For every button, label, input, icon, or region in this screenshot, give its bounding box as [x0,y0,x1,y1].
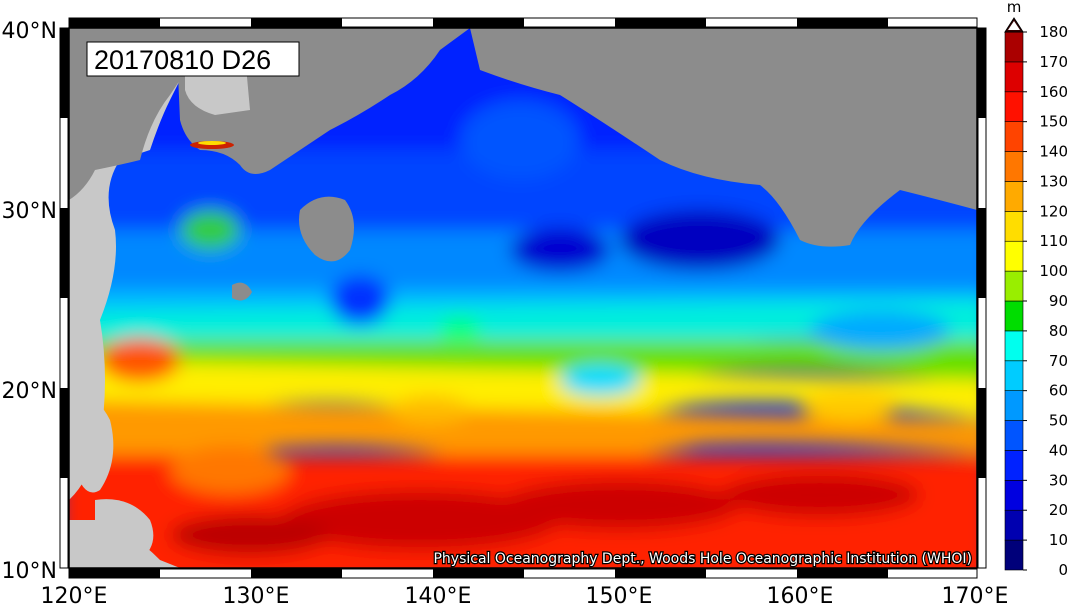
lon-tick-130e: 130°E [223,584,290,606]
colorbar-swatch [1004,151,1024,182]
colorbar-unit: m [1007,0,1022,16]
lat-tick-20n: 20°N [2,379,57,404]
depth-field [69,28,977,568]
colorbar-tick-label: 100 [1039,262,1068,280]
colorbar-tick-label: 150 [1039,113,1068,131]
colorbar-tick-label: 0 [1058,561,1068,579]
colorbar-swatch [1004,390,1024,421]
colorbar-tick-label: 140 [1039,143,1068,161]
colorbar-swatch [1004,91,1024,122]
lat-ticks: 10°N 20°N 30°N 40°N [2,19,57,584]
colorbar-swatch [1004,61,1024,93]
colorbar-tick-label: 40 [1049,441,1068,459]
lon-tick-150e: 150°E [586,584,653,606]
colorbar-tick-label: 10 [1049,531,1068,549]
colorbar: m 0 10 20 30 40 50 60 70 80 90 100 110 120 130 140 150 1… [1004,0,1068,579]
colorbar-overflow-inner [1008,21,1020,30]
colorbar-tick-label: 130 [1039,172,1068,190]
colorbar-tick-label: 160 [1039,83,1068,101]
colorbar-swatch [1004,360,1024,391]
colorbar-swatch [1004,509,1024,541]
colorbar-swatch [1004,450,1024,481]
colorbar-tick-label: 70 [1049,352,1068,370]
lon-tick-120e: 120°E [41,584,108,606]
lon-ticks: 120°E 130°E 140°E 150°E 160°E 170°E [41,584,1009,606]
map-frame [59,17,987,579]
credit-text: Physical Oceanography Dept., Woods Hole … [433,551,972,567]
lon-tick-170e: 170°E [942,584,1009,606]
colorbar-tick-label: 110 [1039,232,1068,250]
lon-tick-160e: 160°E [767,584,834,606]
colorbar-tick-label: 80 [1049,322,1068,340]
colorbar-swatch [1004,181,1024,212]
colorbar-tick-label: 170 [1039,53,1068,71]
colorbar-swatch [1004,539,1024,571]
colorbar-tick-label: 120 [1039,202,1068,220]
colorbar-swatch [1004,300,1024,332]
colorbar-swatch [1004,240,1024,272]
date-label: 20170810 D26 [94,45,271,75]
colorbar-tick-label: 50 [1049,412,1068,430]
colorbar-swatch [1004,420,1024,451]
lat-tick-30n: 30°N [2,199,57,224]
colorbar-swatch [1004,330,1024,362]
colorbar-tick-label: 180 [1039,23,1068,41]
colorbar-tick-label: 30 [1049,471,1068,489]
colorbar-tick-label: 90 [1049,292,1068,310]
colorbar-swatch [1004,31,1024,63]
colorbar-swatch [1004,480,1024,511]
lat-tick-10n: 10°N [2,559,57,584]
lat-tick-40n: 40°N [2,19,57,44]
date-label-box: 20170810 D26 [86,41,300,77]
lon-tick-140e: 140°E [405,584,472,606]
colorbar-tick-label: 60 [1049,382,1068,400]
colorbar-tick-label: 20 [1049,501,1068,519]
colorbar-swatch [1004,121,1024,152]
colorbar-swatch [1004,270,1024,302]
colorbar-swatch [1004,211,1024,242]
